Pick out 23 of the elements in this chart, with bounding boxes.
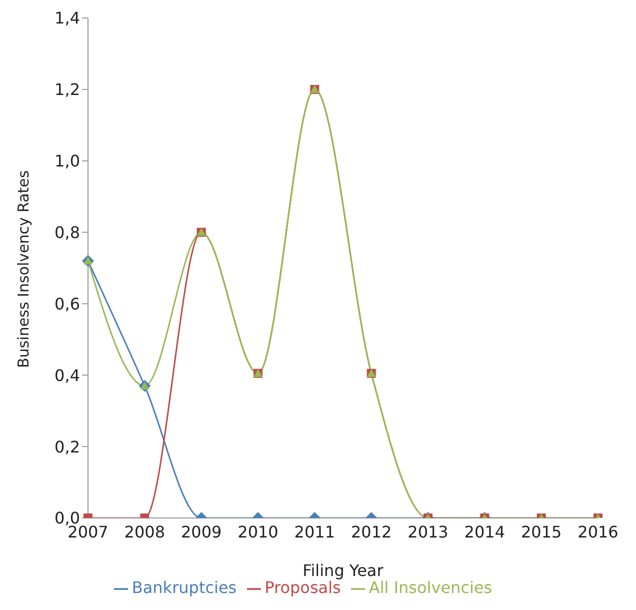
x-tick-label: 2008	[124, 522, 166, 542]
x-tick-label: 2013	[408, 522, 448, 542]
y-tick-label: 1,0	[54, 152, 80, 171]
x-tick-label: 2015	[520, 522, 562, 542]
legend-label: Proposals	[264, 578, 341, 597]
x-tick-label: 2009	[180, 522, 222, 542]
y-tick-label: 0,2	[54, 437, 80, 456]
legend-label: Bankruptcies	[132, 578, 237, 597]
y-tick-label: 0,8	[54, 222, 80, 242]
x-axis-title: Filing Year	[302, 561, 384, 580]
y-tick-label: 0,4	[54, 366, 80, 385]
x-tick-label: 2010	[238, 522, 278, 542]
y-tick-label: 1,2	[54, 80, 80, 100]
y-axis-title: Business Insolvency Rates	[14, 170, 32, 368]
point	[140, 381, 150, 390]
x-tick-label: 2016	[578, 522, 618, 542]
y-tick-label: 0,6	[54, 294, 80, 314]
x-tick-label: 2011	[294, 522, 336, 542]
point	[84, 256, 92, 264]
y-tick-label: 1,4	[54, 8, 80, 28]
x-tick-label: 2014	[464, 522, 506, 542]
legend-label: All Insolvencies	[368, 578, 492, 597]
x-tick-label: 2012	[350, 522, 392, 542]
